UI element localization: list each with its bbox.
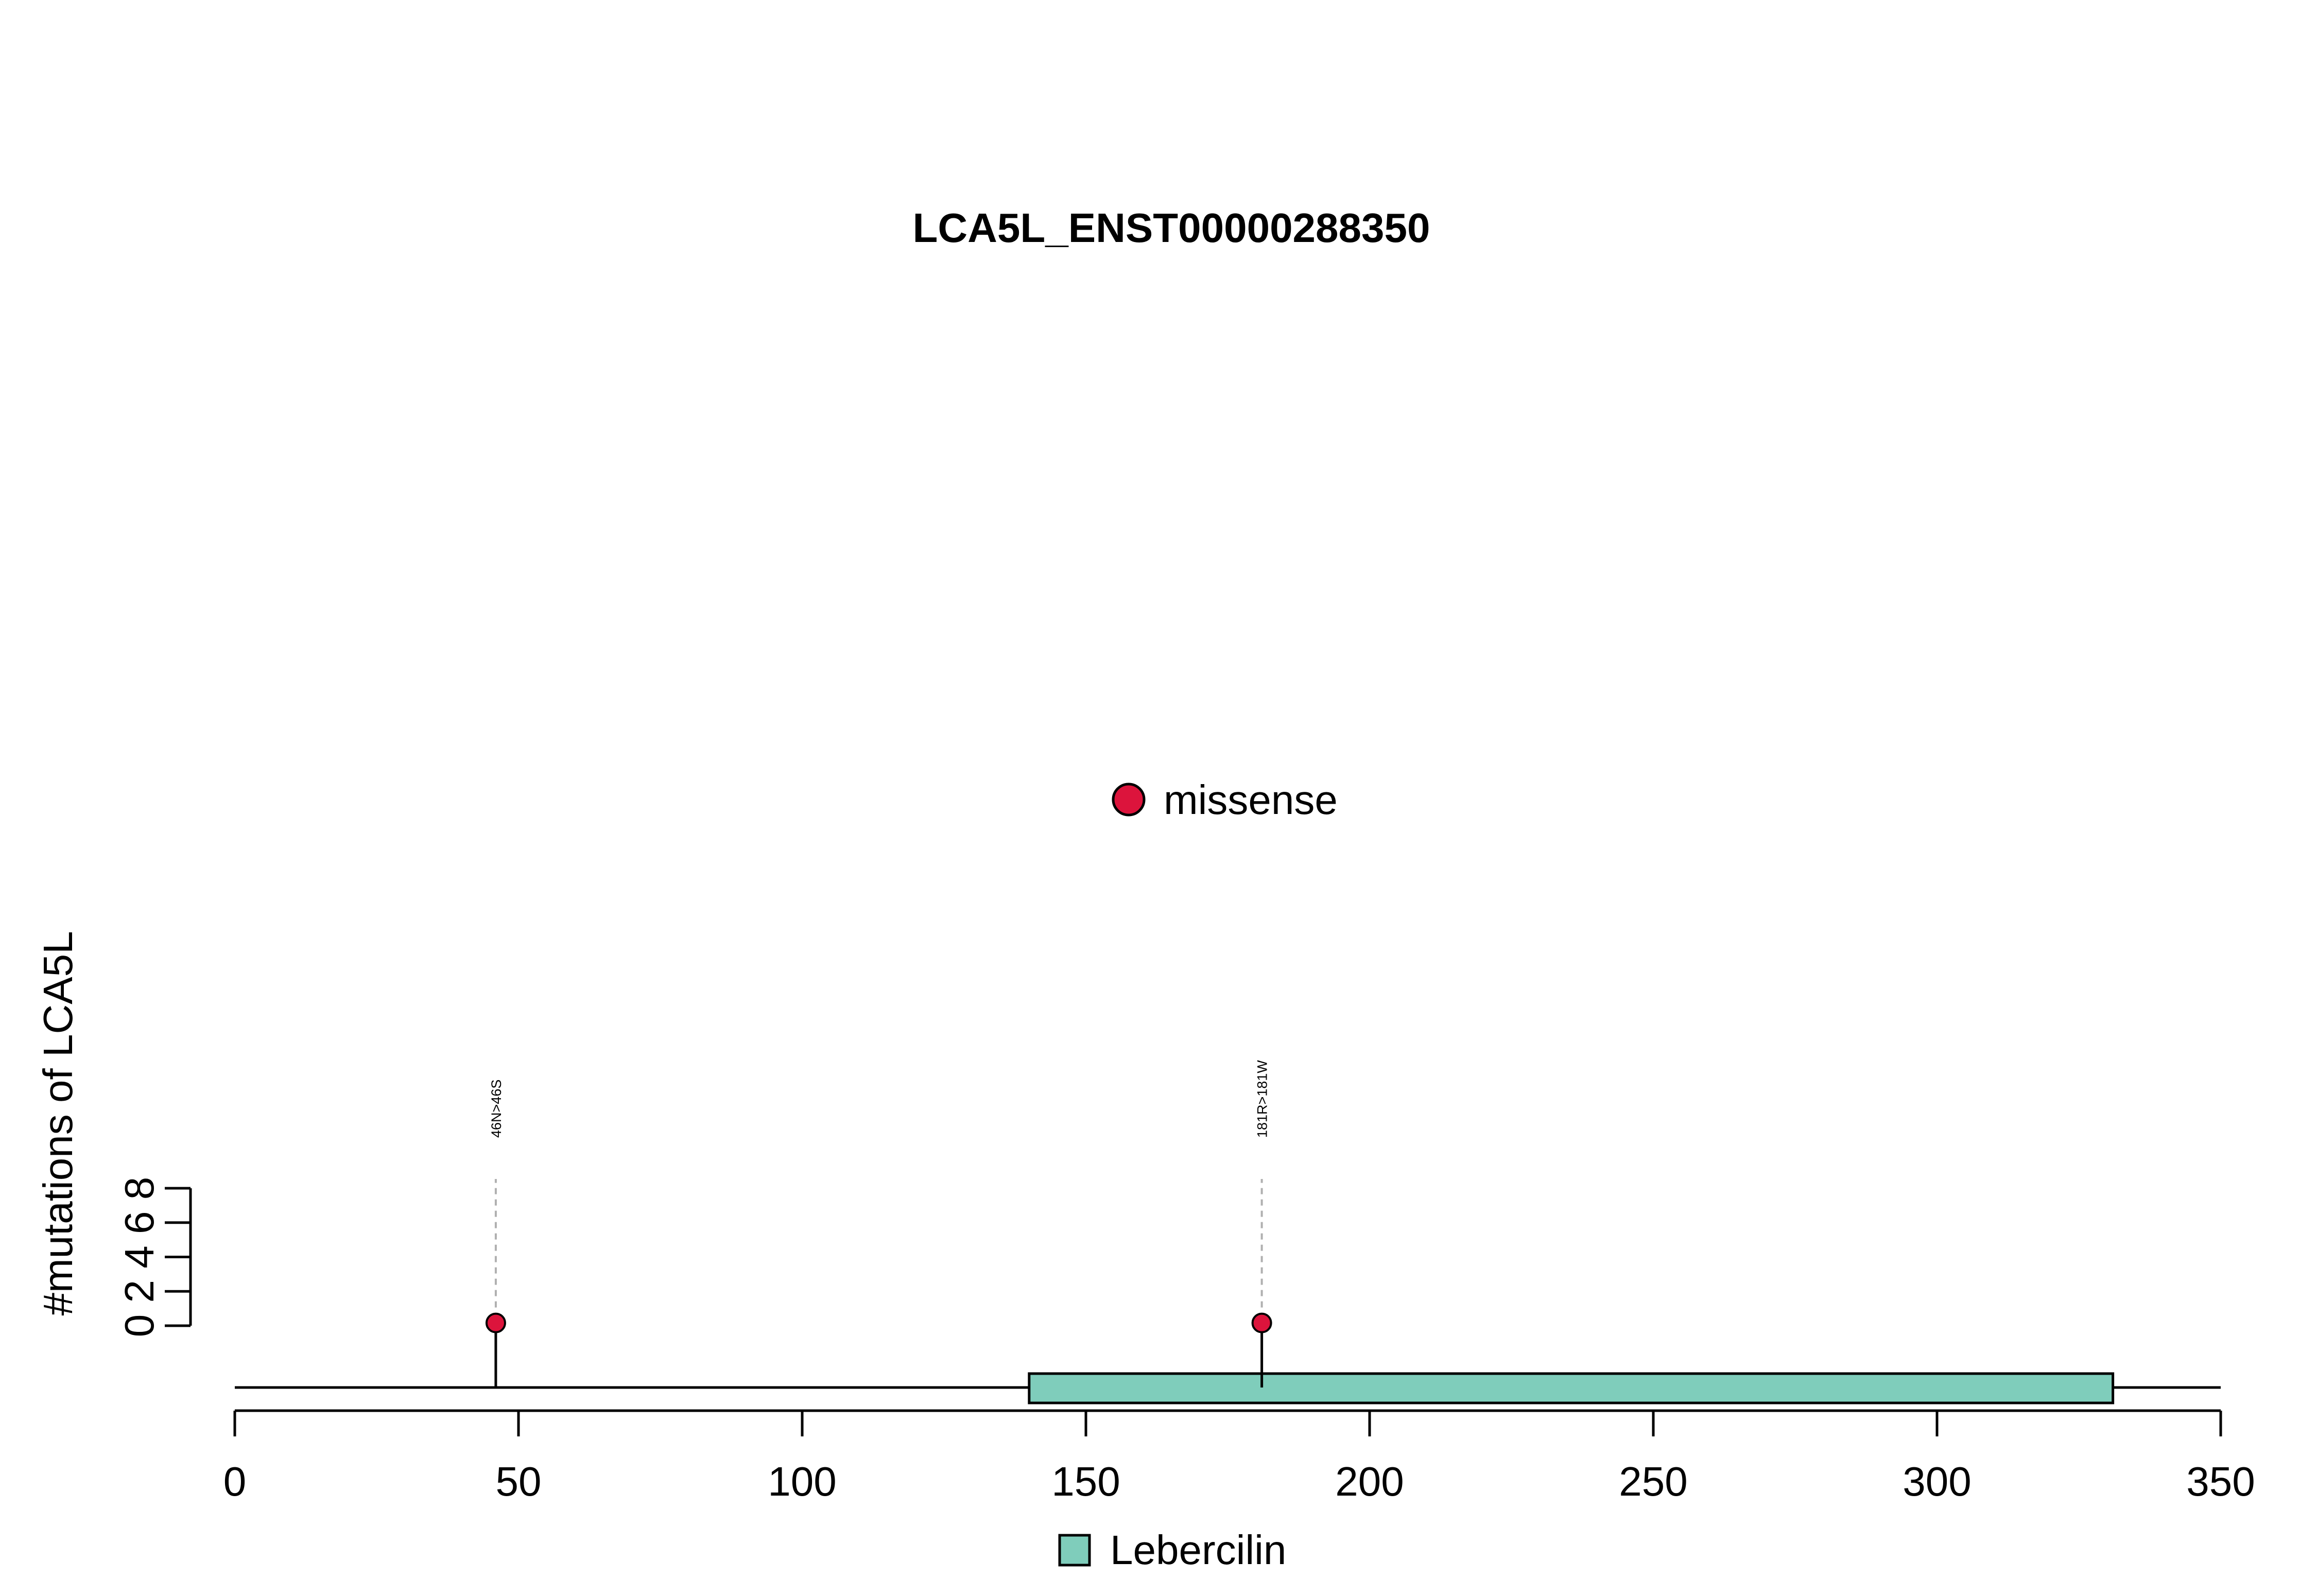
legend-swatch-missense bbox=[1112, 783, 1146, 817]
domain-legend-swatch bbox=[1058, 1534, 1091, 1567]
y-tick-label-4: 4 bbox=[116, 1245, 162, 1269]
y-tick-label-6: 6 bbox=[116, 1211, 162, 1235]
title-layer: LCA5L_ENST00000288350 bbox=[912, 205, 1430, 251]
x-tick-label-250: 250 bbox=[1619, 1459, 1687, 1504]
y-axis-label: #mutations of LCA5L bbox=[35, 931, 81, 1315]
mutation-legend: missense bbox=[1112, 777, 1338, 823]
x-tick-label-100: 100 bbox=[768, 1459, 836, 1504]
domain-lebercilin bbox=[1028, 1372, 2115, 1404]
y-tick-label-0: 0 bbox=[116, 1314, 162, 1338]
chart-title: LCA5L_ENST00000288350 bbox=[912, 205, 1430, 251]
domain-legend: Lebercilin bbox=[1058, 1527, 1286, 1573]
x-tick-label-350: 350 bbox=[2186, 1459, 2255, 1504]
mutation-label-181: 181R>181W bbox=[1255, 1060, 1270, 1138]
x-tick-label-300: 300 bbox=[1903, 1459, 1971, 1504]
x-tick-label-200: 200 bbox=[1335, 1459, 1404, 1504]
y-axis: 0 2 4 6 8 bbox=[116, 1177, 192, 1338]
mutation-label-46: 46N>46S bbox=[489, 1080, 504, 1138]
lollipops-layer: 46N>46S 181R>181W bbox=[485, 1060, 1272, 1387]
domains-layer bbox=[1028, 1372, 2115, 1404]
y-tick-label-8: 8 bbox=[116, 1177, 162, 1200]
mutation-point-181 bbox=[1251, 1312, 1272, 1333]
x-tick-label-50: 50 bbox=[496, 1459, 542, 1504]
x-tick-label-150: 150 bbox=[1051, 1459, 1120, 1504]
domain-legend-label: Lebercilin bbox=[1110, 1527, 1286, 1573]
legend-label-missense: missense bbox=[1164, 777, 1338, 823]
y-tick-label-2: 2 bbox=[116, 1280, 162, 1303]
x-tick-label-0: 0 bbox=[223, 1459, 247, 1504]
mutation-point-46 bbox=[485, 1312, 506, 1333]
x-axis: 0 50 100 150 200 250 300 350 bbox=[223, 1409, 2255, 1504]
